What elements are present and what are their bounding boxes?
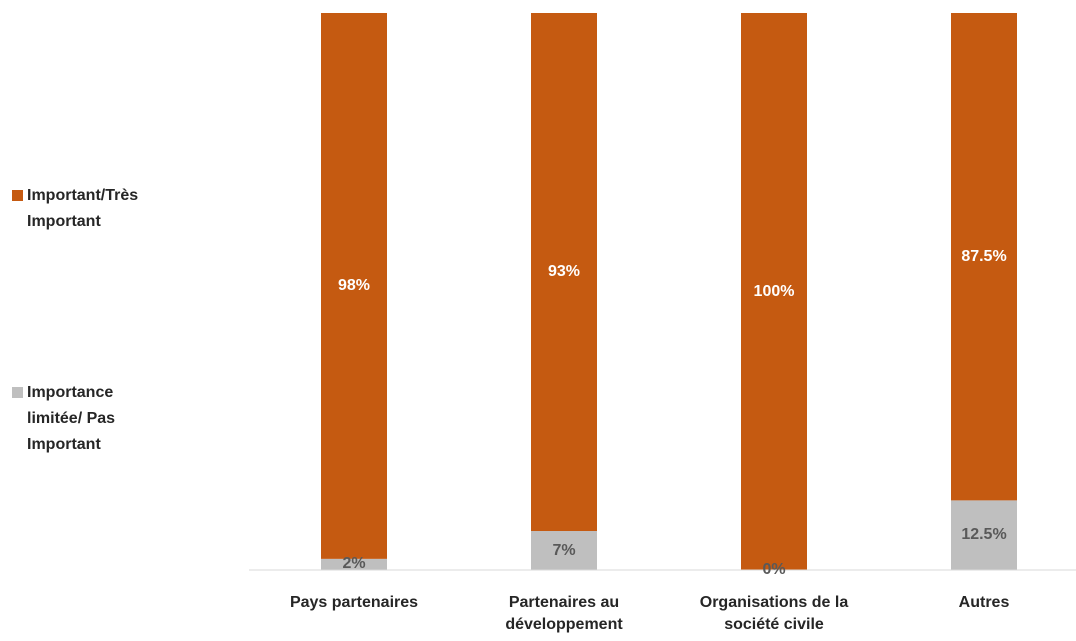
value-label: 7%	[552, 541, 576, 559]
bar-segment	[321, 558, 387, 570]
legend-item: Important/Très Important	[12, 183, 172, 235]
legend-swatch	[12, 387, 23, 398]
bar-segment	[321, 13, 387, 559]
bar-segment	[951, 500, 1017, 570]
bar-segment	[951, 13, 1017, 501]
legend-label: Importance limitée/ Pas Important	[27, 384, 116, 453]
legend-item: Importance limitée/ Pas Important	[12, 380, 172, 458]
x-tick-label: Pays partenaires	[289, 594, 419, 611]
value-label: 2%	[342, 555, 366, 573]
value-label: 0%	[762, 561, 786, 578]
bar-segment	[531, 531, 597, 570]
x-tick-label: Partenaires au développement	[505, 594, 623, 633]
x-tick-label: Organisations de la société civile	[699, 594, 849, 633]
value-label: 12.5%	[961, 526, 1007, 544]
legend-label: Important/Très Important	[27, 187, 139, 230]
bar-segment	[531, 13, 597, 532]
legend-swatch	[12, 190, 23, 201]
x-tick-label: Autres	[958, 594, 1010, 611]
value-label: 87.5%	[961, 247, 1007, 265]
value-label: 98%	[337, 276, 371, 294]
bar-segment	[741, 13, 807, 570]
value-label: 93%	[547, 263, 581, 280]
value-label: 100%	[753, 282, 795, 300]
